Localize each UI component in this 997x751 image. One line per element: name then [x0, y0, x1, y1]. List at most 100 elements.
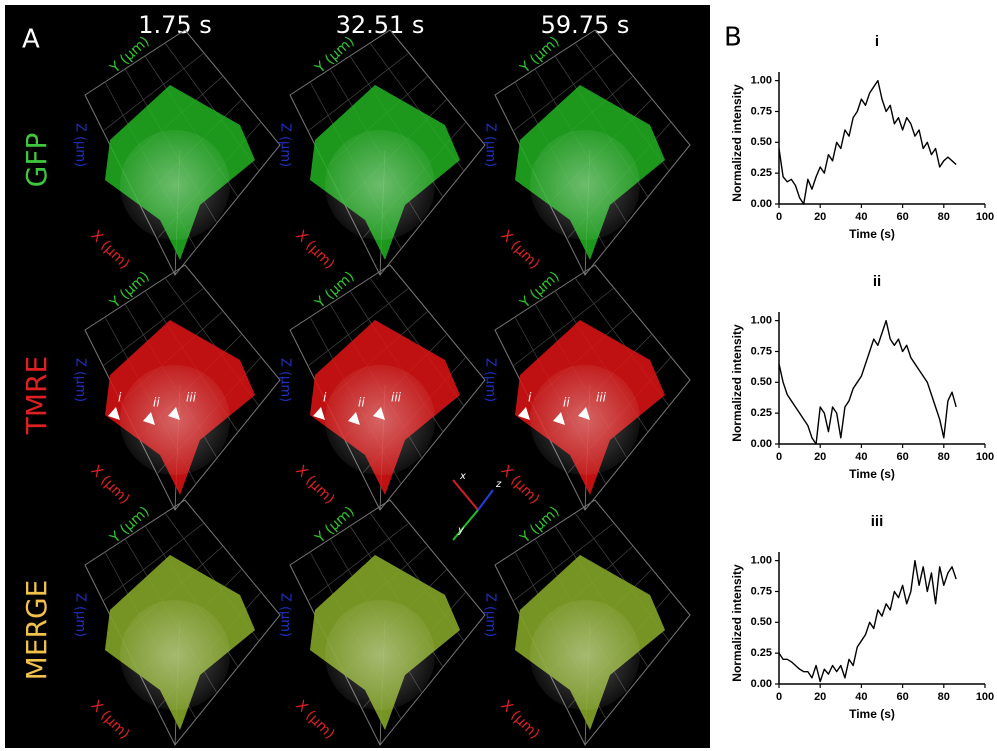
x-tick-label: 60 [896, 691, 908, 703]
x-tick-label: 0 [776, 451, 782, 463]
axis-label-z: Z (µm) [278, 358, 293, 402]
y-tick-label: 0.75 [751, 585, 772, 597]
x-tick-label: 60 [896, 211, 908, 223]
arrowhead [108, 407, 120, 420]
y-tick-label: 0.50 [751, 376, 772, 388]
x-tick-label: 100 [976, 451, 994, 463]
y-tick-label: 1.00 [751, 315, 772, 327]
y-tick-label: 1.00 [751, 75, 772, 87]
arrowhead [143, 412, 155, 425]
row-label: MERGE [20, 580, 53, 681]
arrowhead [518, 407, 530, 420]
arrowhead [553, 412, 565, 425]
panel-label: B [724, 23, 742, 53]
signal-highlight [530, 600, 640, 710]
box-grid [307, 522, 410, 602]
y-tick-label: 0.25 [751, 407, 772, 419]
signal-highlight [325, 130, 435, 240]
x-tick-label: 40 [855, 451, 867, 463]
x-axis-label: Time (s) [849, 227, 895, 241]
triad-label: z [495, 479, 502, 490]
arrow-label: iii [596, 391, 607, 405]
x-tick-label: 100 [976, 691, 994, 703]
line-chart: iii 0.00 0.25 0.50 0.75 1.00 0 20 40 60 80 100 Time … [730, 513, 994, 721]
arrowhead [578, 407, 590, 420]
y-tick-label: 0.75 [751, 345, 772, 357]
arrowhead [168, 407, 180, 420]
triad-x [452, 479, 479, 511]
x-axis-label: Time (s) [849, 707, 895, 721]
x-tick-label: 100 [976, 211, 994, 223]
signal-highlight [530, 130, 640, 240]
triad-z [477, 489, 494, 511]
signal-highlight [325, 365, 435, 475]
signal-highlight [120, 600, 230, 710]
y-tick-label: 0.00 [751, 198, 772, 210]
column-time: 59.75 s [541, 11, 630, 39]
signal-highlight [530, 365, 640, 475]
arrow-label: iii [186, 391, 197, 405]
y-tick-label: 0.00 [751, 678, 772, 690]
x-tick-label: 20 [814, 691, 826, 703]
box-grid [307, 52, 410, 132]
signal-highlight [120, 130, 230, 240]
axis-label-z: Z (µm) [483, 123, 498, 167]
box-grid [307, 287, 410, 367]
x-tick-label: 40 [855, 691, 867, 703]
x-tick-label: 0 [776, 211, 782, 223]
chart-title: i [875, 33, 879, 50]
arrowhead [373, 407, 385, 420]
axis-label-z: Z (µm) [483, 358, 498, 402]
y-tick-label: 0.25 [751, 167, 772, 179]
data-line [778, 559, 957, 683]
panel-b: i 0.00 0.25 0.50 0.75 1.00 0 20 40 60 80 100 Time (s… [730, 33, 994, 721]
arrow-label: ii [358, 396, 365, 410]
arrow-label: i [528, 391, 532, 405]
arrow-label: i [323, 391, 327, 405]
signal-highlight [120, 365, 230, 475]
y-axis-label: Normalized intensity [730, 324, 744, 442]
box-grid [512, 287, 615, 367]
x-tick-label: 60 [896, 451, 908, 463]
column-time: 32.51 s [336, 11, 425, 39]
row-label: GFP [20, 133, 53, 188]
x-tick-label: 40 [855, 211, 867, 223]
data-line [778, 319, 957, 445]
axis-label-z: Z (µm) [73, 358, 88, 402]
triad-y [452, 509, 479, 541]
arrowhead [313, 407, 325, 420]
triad-label: y [457, 525, 465, 536]
axis-label-z: Z (µm) [73, 593, 88, 637]
y-axis-label: Normalized intensity [730, 564, 744, 682]
line-chart: ii 0.00 0.25 0.50 0.75 1.00 0 20 40 60 80 100 Time (… [730, 273, 994, 481]
x-tick-label: 80 [938, 691, 950, 703]
panel-label: A [22, 25, 40, 55]
line-chart: i 0.00 0.25 0.50 0.75 1.00 0 20 40 60 80 100 Time (s… [730, 33, 994, 241]
signal-highlight [325, 600, 435, 710]
box-grid [512, 522, 615, 602]
arrow-label: i [118, 391, 122, 405]
arrow-label: ii [563, 396, 570, 410]
y-tick-label: 0.00 [751, 438, 772, 450]
x-tick-label: 80 [938, 451, 950, 463]
x-tick-label: 0 [776, 691, 782, 703]
arrowhead [348, 412, 360, 425]
data-line [778, 79, 957, 205]
box-grid [102, 287, 205, 367]
x-tick-label: 80 [938, 211, 950, 223]
axis-label-z: Z (µm) [483, 593, 498, 637]
x-tick-label: 20 [814, 451, 826, 463]
axis-label-z: Z (µm) [278, 593, 293, 637]
column-time: 1.75 s [138, 11, 212, 39]
y-tick-label: 0.25 [751, 647, 772, 659]
y-tick-label: 0.50 [751, 136, 772, 148]
axis-label-z: Z (µm) [278, 123, 293, 167]
y-tick-label: 0.75 [751, 105, 772, 117]
row-label: TMRE [20, 356, 53, 435]
axis-label-z: Z (µm) [73, 123, 88, 167]
arrow-label: ii [153, 396, 160, 410]
volume-render: Y (µm)Z (µm)X (µm)i ii iii [73, 264, 281, 511]
chart-title: iii [871, 513, 884, 530]
arrow-label: iii [391, 391, 402, 405]
